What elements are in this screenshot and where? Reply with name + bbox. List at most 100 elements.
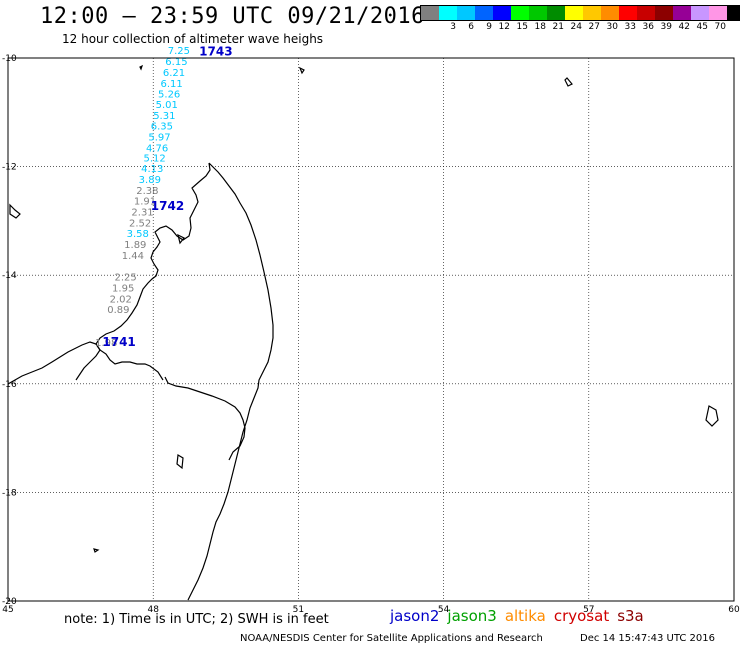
legend-label: 33 <box>624 22 636 32</box>
latitude-tick-label: -20 <box>2 597 17 607</box>
satellite-name: jason2 <box>390 607 440 625</box>
footer-note: note: 1) Time is in UTC; 2) SWH is in fe… <box>64 612 329 627</box>
legend-swatch <box>475 6 493 20</box>
wave-height-value: 1.98 <box>95 338 117 349</box>
map-subtitle: 12 hour collection of altimeter wave hei… <box>62 32 324 46</box>
longitude-tick-label: 57 <box>583 605 594 615</box>
comoros-island <box>9 203 21 219</box>
satellite-legend: jason2 jason3 altika cryosat s3a <box>390 607 652 625</box>
wave-height-value: 6.21 <box>163 68 185 79</box>
pass-id-label: 1742 <box>151 199 184 213</box>
legend-swatch <box>709 6 727 20</box>
legend-label: 6 <box>468 22 474 32</box>
latitude-tick-label: -16 <box>2 380 17 390</box>
wave-height-value: 7.25 <box>168 46 190 57</box>
latitude-tick-label: -18 <box>2 488 17 498</box>
wave-height-value: 5.12 <box>144 154 166 165</box>
wave-height-value: 1.89 <box>124 240 146 251</box>
legend-swatch <box>547 6 565 20</box>
nosy-be-island <box>177 233 185 245</box>
wave-height-value: 2.25 <box>114 273 136 284</box>
wave-height-value: 3.89 <box>139 175 161 186</box>
wave-height-value: 1.95 <box>112 283 134 294</box>
latitude-labels: -10 -12 -14 -16 -18 -20 <box>2 54 17 607</box>
pass-id-label: 1743 <box>199 44 232 58</box>
wave-height-value: 2.38 <box>136 186 158 197</box>
legend-swatch <box>619 6 637 20</box>
wave-height-value: 3.58 <box>127 229 149 240</box>
wave-height-value: 0.89 <box>107 305 129 316</box>
glorieuses-island <box>298 66 305 75</box>
legend-swatch <box>493 6 511 20</box>
satellite-name: cryosat <box>553 607 610 625</box>
credit-text: NOAA/NESDIS Center for Satellite Applica… <box>240 633 543 644</box>
legend-label: 42 <box>678 22 690 32</box>
longitude-tick-label: 48 <box>147 605 159 615</box>
mayotte-island <box>564 77 573 87</box>
wave-height-value: 2.02 <box>110 294 132 305</box>
legend-label: 30 <box>606 22 618 32</box>
pass-id-label: 1741 <box>102 335 135 349</box>
legend-swatch <box>421 6 439 20</box>
legend-swatch <box>457 6 475 20</box>
wave-height-observations: 7.256.156.216.115.265.015.316.355.974.76… <box>95 46 190 349</box>
small-island-sw <box>93 548 100 553</box>
map-title: 12:00 – 23:59 UTC 09/21/2016 <box>40 4 425 29</box>
legend-label: 39 <box>660 22 672 32</box>
wave-height-value: 1.91 <box>134 197 156 208</box>
longitude-tick-label: 45 <box>2 605 13 615</box>
wave-height-value: 1.44 <box>122 251 144 262</box>
longitude-tick-label: 51 <box>293 605 304 615</box>
legend-label: 24 <box>570 22 582 32</box>
wave-height-value: 5.97 <box>148 133 170 144</box>
latitude-tick-label: -10 <box>2 54 17 64</box>
wave-height-value: 6.15 <box>165 57 187 68</box>
map-frame <box>7 57 735 602</box>
satellite-name: s3a <box>617 607 644 625</box>
longitude-tick-label: 54 <box>438 605 450 615</box>
latitude-tick-label: -14 <box>2 271 17 281</box>
legend-swatch <box>727 6 740 20</box>
satellite-pass-labels: 1743 1742 1741 <box>102 44 232 349</box>
legend-swatch <box>637 6 655 20</box>
longitude-labels: 45 48 51 54 57 60 <box>2 605 740 615</box>
wave-height-value: 4.76 <box>146 143 168 154</box>
mauritius-east-island <box>705 405 719 427</box>
satellite-name: altika <box>504 607 546 625</box>
legend-color-bar <box>420 5 740 21</box>
legend-label: 27 <box>588 22 600 32</box>
wave-height-value: 5.26 <box>158 90 180 101</box>
legend-swatch <box>673 6 691 20</box>
legend-swatch <box>529 6 547 20</box>
legend-swatch <box>655 6 673 20</box>
coastline <box>7 64 719 601</box>
legend-label: 70 <box>714 22 726 32</box>
satellite-name: jason3 <box>447 607 497 625</box>
wave-height-value: 5.01 <box>156 100 178 111</box>
legend-label: 21 <box>552 22 564 32</box>
legend-label: 15 <box>516 22 528 32</box>
longitude-tick-label: 60 <box>728 605 740 615</box>
small-island-nw <box>139 64 144 71</box>
wave-height-value: 2.31 <box>131 207 153 218</box>
legend-label: 36 <box>642 22 654 32</box>
wave-height-value: 6.35 <box>151 122 173 133</box>
legend-swatch <box>583 6 601 20</box>
legend-swatch <box>511 6 529 20</box>
legend-label: 18 <box>534 22 546 32</box>
legend-label: 12 <box>498 22 510 32</box>
wave-height-value: 5.31 <box>153 111 175 122</box>
mozambique-coast <box>7 341 101 385</box>
wave-height-value: 4.13 <box>141 164 163 175</box>
sainte-marie-island <box>176 454 184 470</box>
madagascar-coast <box>95 162 274 601</box>
legend-swatch <box>565 6 583 20</box>
legend-swatch <box>691 6 709 20</box>
legend-label: 3 <box>450 22 456 32</box>
wave-height-value: 6.11 <box>160 79 182 90</box>
wave-height-value: 2.52 <box>129 218 151 229</box>
legend-label: 45 <box>696 22 708 32</box>
